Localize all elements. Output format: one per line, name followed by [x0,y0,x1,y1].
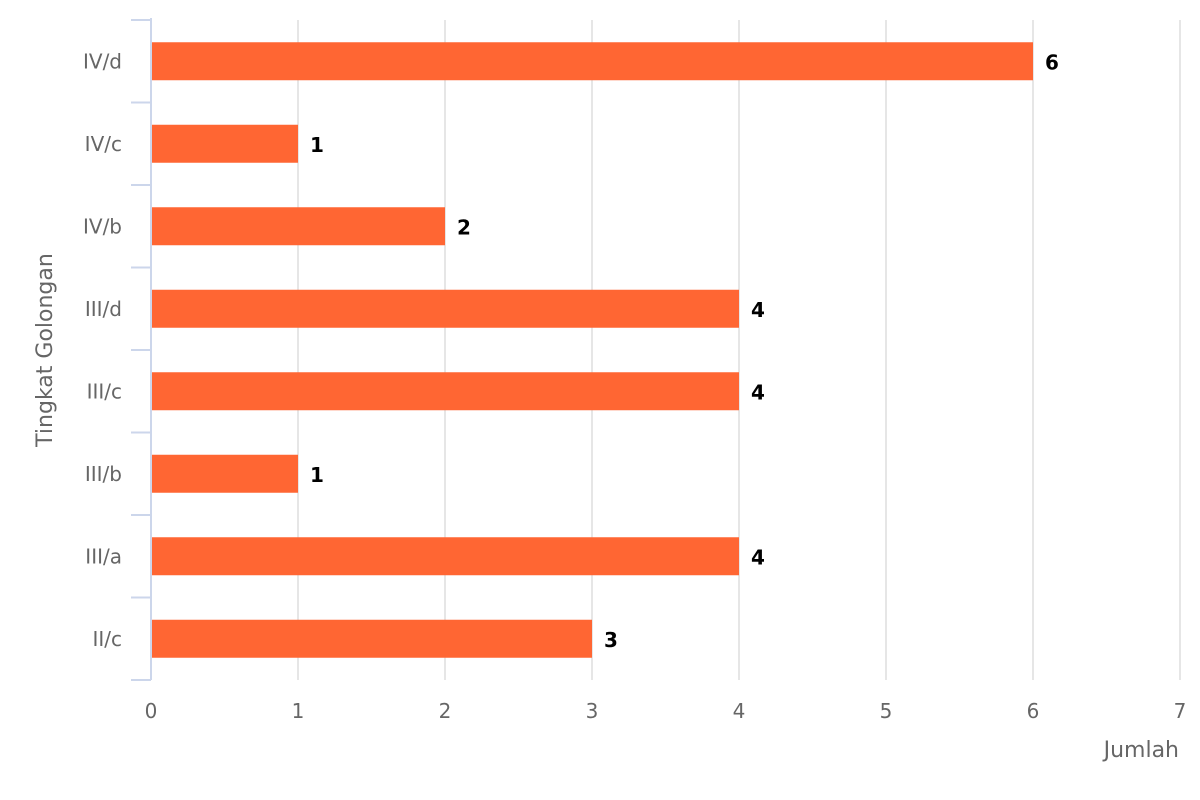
bar [152,207,445,246]
y-axis-title: Tingkat Golongan [33,253,58,448]
y-axis: IV/d IV/c IV/b III/d III/c III/b III/a II/c [83,18,152,681]
data-label: 4 [751,298,765,322]
data-label: 2 [457,215,471,239]
y-tick-label: IV/b [83,214,122,238]
gridlines [297,20,1181,680]
data-label: 4 [751,545,765,569]
x-tick-label: 6 [1027,699,1040,723]
x-tick-label: 1 [292,699,305,723]
bars [152,42,1033,658]
data-label: 6 [1045,50,1059,74]
data-label: 1 [310,463,324,487]
x-axis-title: Jumlah [1102,738,1179,763]
bar [152,619,592,658]
x-tick-label: 0 [145,699,158,723]
data-label: 3 [604,628,618,652]
bar [152,372,739,411]
bar [152,454,298,493]
y-tick-label: III/a [85,544,122,568]
y-tick-label: III/b [85,462,122,486]
x-tick-label: 5 [880,699,893,723]
x-tick-label: 4 [733,699,746,723]
y-tick-label: III/c [87,379,122,403]
bar [152,537,739,576]
y-tick-label: III/d [85,297,122,321]
x-tick-label: 2 [439,699,452,723]
y-tick-label: IV/c [85,132,122,156]
data-label: 1 [310,133,324,157]
data-labels: 6 1 2 4 4 1 4 3 [310,50,1059,652]
bar [152,124,298,163]
data-label: 4 [751,380,765,404]
bar [152,289,739,328]
x-tick-label: 3 [586,699,599,723]
bar [152,42,1033,81]
y-tick-label: IV/d [83,49,122,73]
x-tick-label: 7 [1174,699,1187,723]
x-axis: 0 1 2 3 4 5 6 7 [145,699,1187,723]
y-tick-label: II/c [92,627,122,651]
